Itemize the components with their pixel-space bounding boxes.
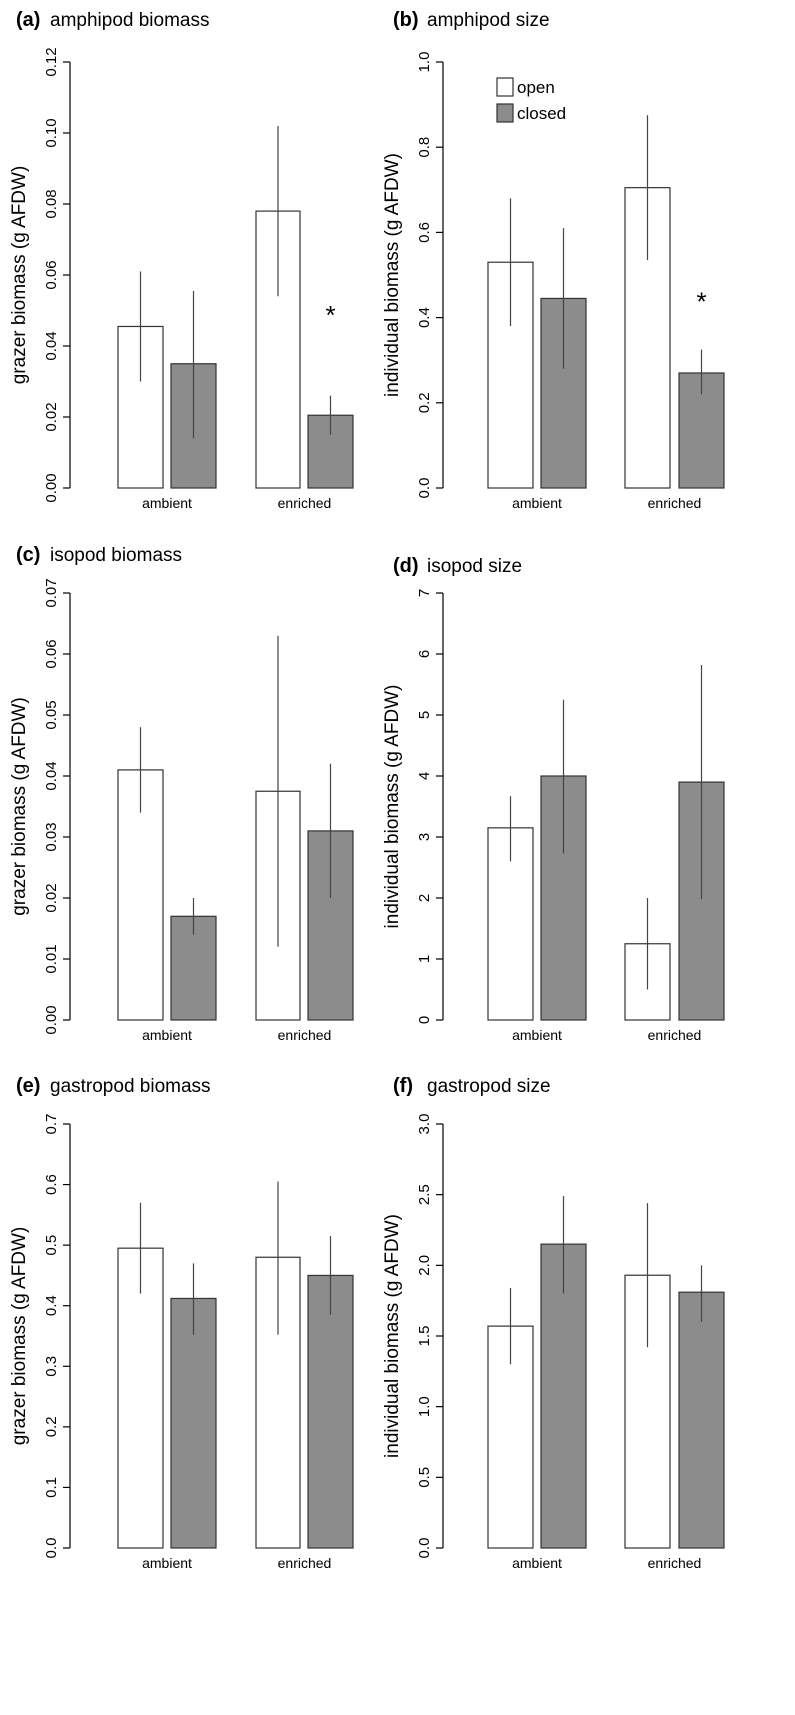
panel-f-bar-enriched-closed [678,1291,725,1549]
panel-a-title-letter: (a) [16,9,40,31]
panel-e-title-letter: (e) [16,1075,40,1097]
panel-b-significance-marker: * [696,287,706,317]
panel-f-x-label-ambient: ambient [512,1555,562,1571]
panel-a-significance-marker: * [325,300,335,330]
panel-a-y-tick-label: 0.00 [43,473,60,502]
panel-e-title: gastropod biomass [50,1076,211,1097]
panel-f-x-label-enriched: enriched [648,1555,702,1571]
panel-a-y-tick-label: 0.04 [43,331,60,360]
panel-d-y-tick-label: 4 [416,772,433,780]
panel-c-title-letter: (c) [16,544,40,566]
panel-c-y-label: grazer biomass (g AFDW) [9,697,30,916]
panel-d-y-tick-label: 1 [416,955,433,963]
panel-f-title: gastropod size [427,1076,551,1097]
panel-c-y-tick-label: 0.04 [43,761,60,790]
panel-c-title: isopod biomass [50,545,182,566]
panel-d-y-tick-label: 7 [416,589,433,597]
legend-label-closed: closed [517,104,566,123]
panel-c-y-tick-label: 0.06 [43,639,60,668]
panel-b-title-letter: (b) [393,9,419,31]
panel-e-y-tick-label: 0.7 [43,1114,60,1135]
panel-e-y-tick-label: 0.3 [43,1356,60,1377]
panel-f-y-tick-label: 1.0 [416,1396,433,1417]
panel-f-bar-ambient-closed [540,1243,587,1549]
panel-e-bar-ambient-open [117,1247,164,1549]
panel-f-title-letter: (f) [393,1075,413,1097]
panel-f-y-tick-label: 2.0 [416,1255,433,1276]
panel-a-y-tick-label: 0.08 [43,189,60,218]
panel-a-y-label: grazer biomass (g AFDW) [9,166,30,385]
panel-e-x-label-ambient: ambient [142,1555,192,1571]
panel-d-title-letter: (d) [393,555,419,577]
panel-a-bar-enriched-open [255,210,301,489]
panel-b-x-label-enriched: enriched [648,495,702,511]
panel-b-y-tick-label: 0.0 [416,478,433,499]
legend-swatch-open [496,77,514,97]
panel-a-y-tick-label: 0.06 [43,260,60,289]
panel-e-bar-enriched-closed [307,1274,354,1549]
panel-b-y-tick-label: 0.6 [416,222,433,243]
panel-b-y-tick-label: 0.2 [416,392,433,413]
panel-d-y-tick-label: 6 [416,650,433,658]
panel-f-y-tick-label: 2.5 [416,1184,433,1205]
panel-f-y-label: individual biomass (g AFDW) [382,1214,403,1458]
panel-e-y-label: grazer biomass (g AFDW) [9,1227,30,1446]
panel-d-y-tick-label: 3 [416,833,433,841]
panel-f-y-tick-label: 1.5 [416,1326,433,1347]
panel-e-y-tick-label: 0.1 [43,1477,60,1498]
panel-b-y-tick-label: 1.0 [416,52,433,73]
panel-a-x-label-enriched: enriched [278,495,332,511]
panel-d-x-label-enriched: enriched [648,1027,702,1043]
panel-e-y-tick-label: 0.6 [43,1174,60,1195]
legend-swatch-closed [496,103,514,123]
panel-b-x-label-ambient: ambient [512,495,562,511]
panel-c-x-label-ambient: ambient [142,1027,192,1043]
panel-b-y-label: individual biomass (g AFDW) [382,153,403,397]
panel-a-title: amphipod biomass [50,10,209,31]
panel-a-y-tick-label: 0.10 [43,118,60,147]
panel-d-y-label: individual biomass (g AFDW) [382,685,403,929]
panel-e-y-tick-label: 0.0 [43,1538,60,1559]
panel-d-y-tick-label: 0 [416,1016,433,1024]
panel-f-y-tick-label: 0.0 [416,1538,433,1559]
panel-f-y-tick-label: 3.0 [416,1114,433,1135]
panel-e-bar-ambient-closed [170,1297,217,1549]
panel-c-y-tick-label: 0.00 [43,1005,60,1034]
panel-f-y-tick-label: 0.5 [416,1467,433,1488]
panel-d-y-tick-label: 2 [416,894,433,902]
panel-b-title: amphipod size [427,10,550,31]
panel-a-y-tick-label: 0.02 [43,402,60,431]
panel-e-y-tick-label: 0.2 [43,1416,60,1437]
panel-a-x-label-ambient: ambient [142,495,192,511]
panel-d-x-label-ambient: ambient [512,1027,562,1043]
panel-b-y-tick-label: 0.8 [416,137,433,158]
panel-c-y-tick-label: 0.02 [43,883,60,912]
panel-c-y-tick-label: 0.05 [43,700,60,729]
panel-c-x-label-enriched: enriched [278,1027,332,1043]
panel-c-y-tick-label: 0.07 [43,578,60,607]
panel-c-y-tick-label: 0.01 [43,944,60,973]
legend-label-open: open [517,78,555,97]
panel-d-title: isopod size [427,556,522,577]
panel-b-y-tick-label: 0.4 [416,307,433,328]
panel-a-y-tick-label: 0.12 [43,47,60,76]
panel-e-x-label-enriched: enriched [278,1555,332,1571]
panel-e-y-tick-label: 0.4 [43,1295,60,1316]
panel-d-y-tick-label: 5 [416,711,433,719]
panel-e-y-tick-label: 0.5 [43,1235,60,1256]
panel-c-y-tick-label: 0.03 [43,822,60,851]
